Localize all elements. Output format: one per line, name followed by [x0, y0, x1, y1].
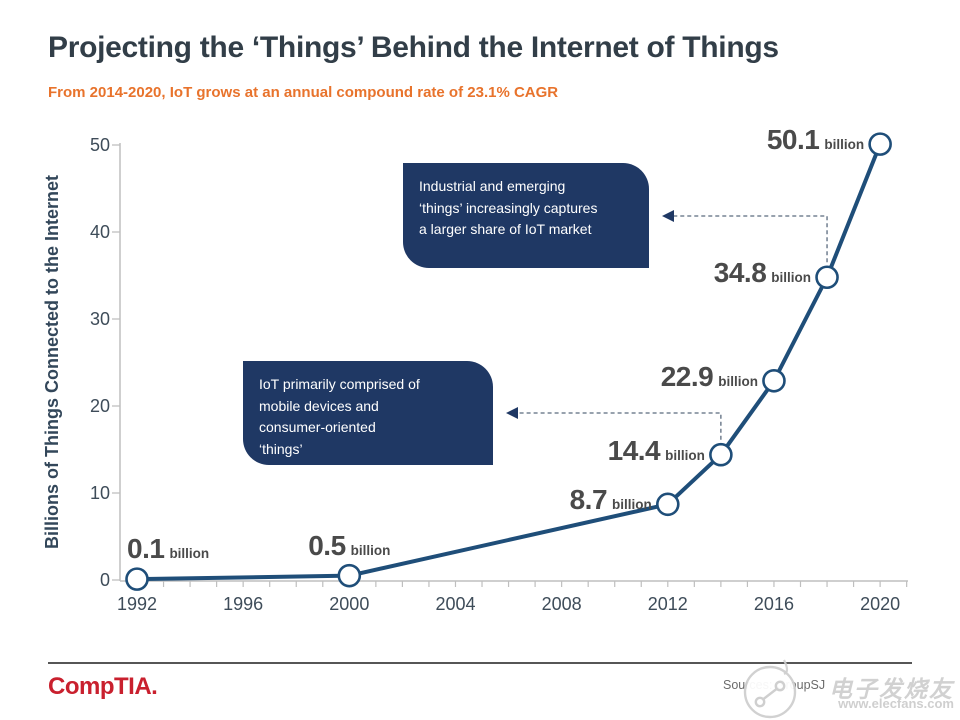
data-label-unit: billion [169, 546, 210, 562]
data-point-label: 22.9 billion [661, 361, 758, 393]
watermark-chinese-text: 电子发烧友 [829, 676, 954, 702]
data-point-marker [762, 368, 786, 393]
page-title: Projecting the ‘Things’ Behind the Inter… [48, 31, 779, 64]
comptia-logo: CompTIA. [48, 673, 158, 700]
x-tick-label: 2012 [647, 594, 688, 614]
y-tick-label: 30 [89, 309, 110, 329]
x-tick-label: 2004 [435, 594, 476, 614]
data-label-value: 22.9 [660, 360, 714, 392]
callout-arrowhead [662, 210, 674, 222]
y-tick-label: 0 [99, 570, 110, 590]
data-point-marker [868, 132, 892, 156]
y-tick-label: 50 [89, 135, 110, 155]
data-label-unit: billion [824, 137, 865, 153]
data-point-label: 0.5 billion [308, 530, 390, 562]
data-point-label: 34.8 billion [714, 257, 811, 289]
callout-connector-line [674, 215, 828, 263]
callout-connector-line [518, 412, 722, 440]
elecfans-magnifier-icon [743, 659, 797, 719]
data-label-value: 0.1 [127, 533, 165, 565]
data-label-value: 50.1 [766, 124, 820, 156]
callout-arrowhead [506, 407, 518, 419]
x-tick-label: 1996 [223, 594, 264, 614]
y-tick-label: 40 [89, 222, 110, 242]
data-label-unit: billion [771, 270, 812, 286]
data-label-unit: billion [350, 542, 391, 558]
data-label-value: 34.8 [713, 257, 767, 289]
page-subtitle: From 2014-2020, IoT grows at an annual c… [48, 84, 559, 101]
x-tick-label: 2008 [541, 594, 582, 614]
x-tick-label: 2016 [753, 594, 794, 614]
y-tick-label: 10 [89, 483, 110, 503]
data-label-value: 8.7 [569, 484, 608, 516]
data-point-marker [125, 567, 149, 591]
data-point-marker [709, 442, 733, 467]
data-point-label: 0.1 billion [127, 533, 209, 565]
x-tick-label: 1992 [116, 594, 158, 614]
callout-industrial-things: Industrial and emerging ‘things’ increas… [403, 163, 649, 268]
data-point-marker [655, 492, 680, 517]
y-tick-label: 20 [89, 396, 110, 416]
data-point-marker [815, 265, 839, 290]
data-point-label: 14.4 billion [608, 435, 705, 467]
callout-consumer-things: IoT primarily comprised of mobile device… [243, 361, 493, 465]
data-point-label: 8.7 billion [570, 484, 652, 516]
footer-divider [48, 662, 912, 664]
data-label-value: 14.4 [607, 434, 661, 466]
watermark: 电子发烧友 www.elecfans.com [730, 648, 960, 719]
data-label-unit: billion [718, 373, 758, 389]
watermark-url: www.elecfans.com [838, 696, 954, 711]
data-label-unit: billion [612, 497, 652, 513]
data-label-unit: billion [665, 447, 705, 463]
data-label-value: 0.5 [308, 529, 346, 561]
x-tick-label: 2000 [329, 594, 370, 614]
x-tick-label: 2020 [860, 594, 901, 614]
data-point-marker [337, 563, 362, 588]
data-point-label: 50.1 billion [767, 124, 864, 156]
